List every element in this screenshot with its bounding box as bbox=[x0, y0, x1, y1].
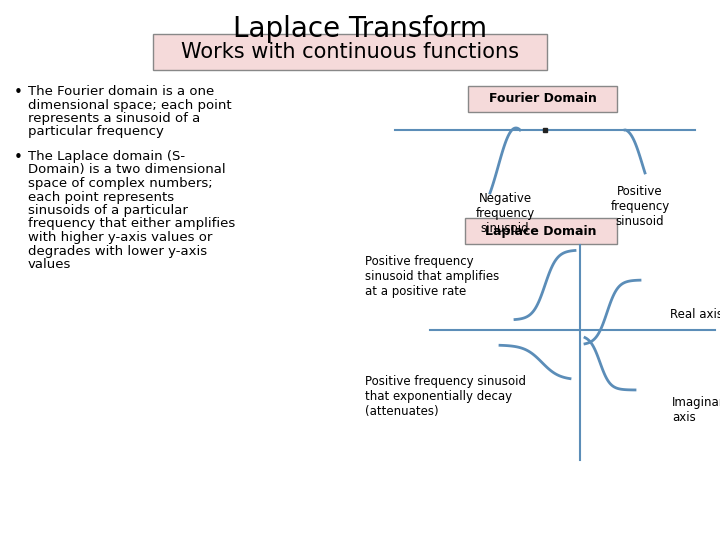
Text: The Laplace domain (S-: The Laplace domain (S- bbox=[28, 150, 185, 163]
Text: Laplace Transform: Laplace Transform bbox=[233, 15, 487, 43]
FancyBboxPatch shape bbox=[468, 86, 617, 112]
Text: degrades with lower y-axis: degrades with lower y-axis bbox=[28, 245, 207, 258]
Text: represents a sinusoid of a: represents a sinusoid of a bbox=[28, 112, 200, 125]
Text: frequency that either amplifies: frequency that either amplifies bbox=[28, 218, 235, 231]
Text: sinusoids of a particular: sinusoids of a particular bbox=[28, 204, 188, 217]
Text: each point represents: each point represents bbox=[28, 191, 174, 204]
Text: •: • bbox=[14, 85, 23, 100]
FancyBboxPatch shape bbox=[153, 34, 547, 70]
Text: particular frequency: particular frequency bbox=[28, 125, 164, 138]
Text: dimensional space; each point: dimensional space; each point bbox=[28, 98, 232, 111]
Text: Negative
frequency
sinusoid: Negative frequency sinusoid bbox=[475, 192, 535, 235]
Text: Positive frequency sinusoid
that exponentially decay
(attenuates): Positive frequency sinusoid that exponen… bbox=[365, 375, 526, 418]
Text: Domain) is a two dimensional: Domain) is a two dimensional bbox=[28, 164, 225, 177]
Text: values: values bbox=[28, 258, 71, 271]
Text: The Fourier domain is a one: The Fourier domain is a one bbox=[28, 85, 215, 98]
Text: Works with continuous functions: Works with continuous functions bbox=[181, 42, 519, 62]
Text: Positive
frequency
sinusoid: Positive frequency sinusoid bbox=[611, 185, 670, 228]
Text: Fourier Domain: Fourier Domain bbox=[489, 92, 596, 105]
Text: Real axis: Real axis bbox=[670, 308, 720, 321]
Text: Laplace Domain: Laplace Domain bbox=[485, 225, 597, 238]
Text: Positive frequency
sinusoid that amplifies
at a positive rate: Positive frequency sinusoid that amplifi… bbox=[365, 255, 499, 298]
Text: Imaginary
axis: Imaginary axis bbox=[672, 396, 720, 424]
Text: •: • bbox=[14, 150, 23, 165]
Text: space of complex numbers;: space of complex numbers; bbox=[28, 177, 212, 190]
Text: with higher y-axis values or: with higher y-axis values or bbox=[28, 231, 212, 244]
FancyBboxPatch shape bbox=[465, 218, 617, 244]
